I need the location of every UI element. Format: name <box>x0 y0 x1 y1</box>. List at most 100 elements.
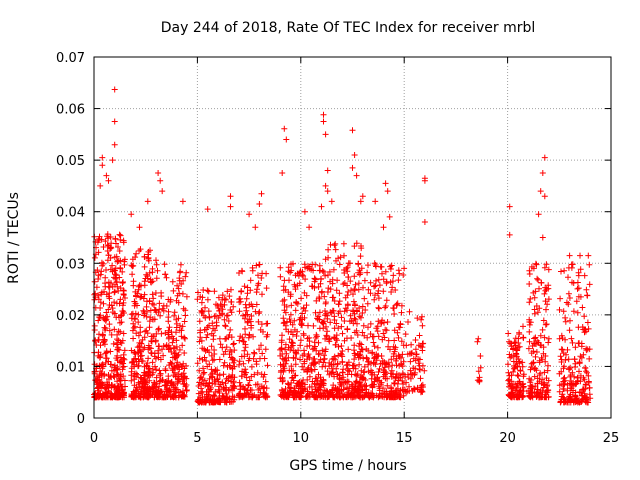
data-point <box>119 268 126 275</box>
data-point <box>541 382 548 389</box>
data-point <box>561 267 568 274</box>
data-point <box>514 363 521 370</box>
data-point <box>143 363 150 370</box>
data-point <box>241 353 248 360</box>
data-point <box>374 344 381 351</box>
data-point <box>564 382 571 388</box>
data-point <box>395 267 402 274</box>
data-point <box>375 276 382 283</box>
data-point <box>151 353 158 360</box>
data-point <box>208 330 215 337</box>
data-point <box>320 111 327 118</box>
data-point <box>375 333 382 340</box>
data-point <box>392 357 399 364</box>
data-point <box>387 279 394 286</box>
data-point <box>349 390 355 397</box>
data-point <box>247 287 254 294</box>
data-point <box>345 274 352 281</box>
data-point <box>156 383 163 390</box>
data-point <box>336 290 343 297</box>
data-point <box>372 361 379 368</box>
data-point <box>401 386 408 393</box>
data-point <box>179 342 186 349</box>
data-point <box>171 384 178 391</box>
data-point <box>330 355 337 362</box>
data-point <box>97 368 104 375</box>
data-point <box>174 359 181 366</box>
data-point <box>543 321 550 328</box>
data-point <box>152 337 159 344</box>
data-point <box>120 360 127 367</box>
data-point <box>526 338 533 345</box>
data-point <box>118 359 125 366</box>
data-point <box>278 345 285 352</box>
data-point <box>96 331 102 338</box>
data-point <box>545 296 552 303</box>
data-point <box>512 335 519 342</box>
data-point <box>356 343 363 350</box>
data-point <box>414 315 421 322</box>
data-point <box>407 375 414 382</box>
data-point <box>91 278 98 285</box>
data-point <box>569 339 576 346</box>
data-point <box>297 337 304 344</box>
data-point <box>310 322 317 329</box>
data-point <box>242 331 249 338</box>
data-point <box>300 272 307 279</box>
data-point <box>141 291 148 298</box>
y-tick-label: 0 <box>77 412 85 427</box>
data-point <box>181 318 188 325</box>
data-point <box>382 371 388 378</box>
data-point <box>388 289 395 295</box>
data-point <box>257 326 264 333</box>
data-point <box>260 374 267 380</box>
data-point <box>290 367 297 374</box>
data-point <box>306 224 313 231</box>
data-point <box>102 317 109 324</box>
data-point <box>526 299 533 306</box>
data-point <box>351 286 358 292</box>
data-point <box>333 287 340 294</box>
data-point <box>183 362 190 369</box>
data-point <box>183 293 190 300</box>
data-point <box>129 256 136 263</box>
data-point <box>120 363 127 370</box>
data-point <box>519 359 526 366</box>
data-point <box>221 359 228 366</box>
data-point <box>284 389 291 395</box>
data-point <box>93 284 100 291</box>
data-point <box>102 385 109 392</box>
data-point <box>304 335 311 342</box>
data-point <box>114 389 121 396</box>
data-point <box>318 289 325 296</box>
data-point <box>149 359 156 366</box>
data-point <box>138 352 145 359</box>
data-point <box>100 244 107 250</box>
data-point <box>98 259 105 266</box>
data-point <box>212 312 219 319</box>
data-point <box>507 354 514 361</box>
data-point <box>334 277 341 284</box>
data-point <box>321 293 328 300</box>
data-point <box>578 354 585 361</box>
data-point <box>117 319 123 326</box>
data-point <box>133 358 140 365</box>
data-point <box>134 302 140 309</box>
data-point <box>393 301 400 308</box>
data-point <box>312 394 319 401</box>
data-point <box>334 371 340 377</box>
data-point <box>222 322 229 329</box>
data-point <box>136 224 143 231</box>
data-point <box>362 383 369 390</box>
data-point <box>224 288 231 295</box>
data-point <box>531 294 538 301</box>
data-point <box>579 304 586 311</box>
data-point <box>475 368 482 375</box>
data-point <box>382 268 389 275</box>
data-point <box>167 394 174 401</box>
data-point <box>360 375 367 382</box>
data-point <box>577 252 583 259</box>
data-point <box>289 342 296 349</box>
data-point <box>130 324 137 331</box>
data-point <box>172 354 179 361</box>
